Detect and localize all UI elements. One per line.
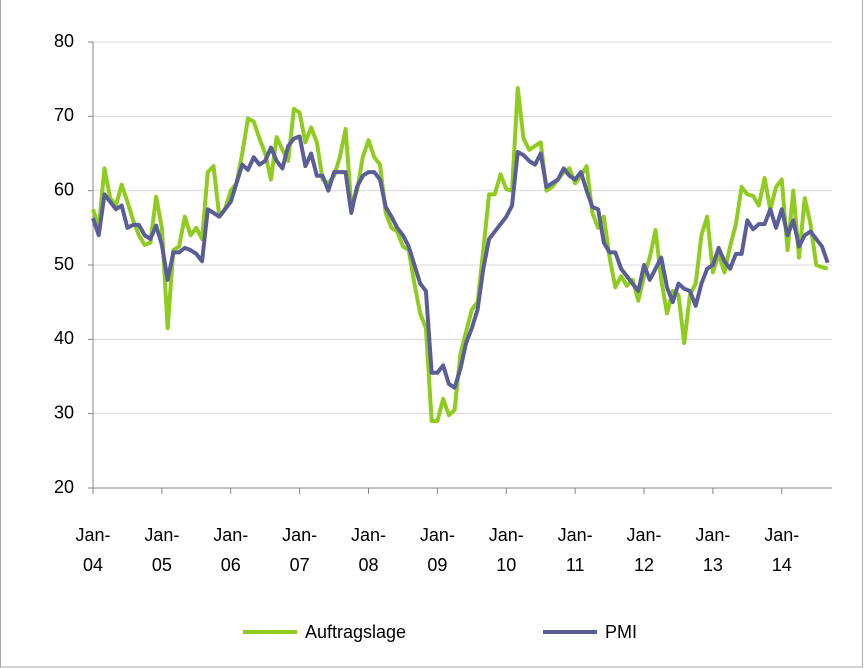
legend-label: PMI xyxy=(605,622,637,642)
legend-label: Auftragslage xyxy=(305,622,406,642)
y-tick-label: 50 xyxy=(54,254,74,274)
y-tick-label: 70 xyxy=(54,105,74,125)
y-tick-label: 30 xyxy=(54,402,74,422)
series-line xyxy=(91,86,829,424)
x-tick-label: Jan-13 xyxy=(695,525,731,575)
x-tick-label: Jan-05 xyxy=(144,525,180,575)
y-tick-label: 40 xyxy=(54,328,74,348)
x-tick-label: Jan-14 xyxy=(764,525,800,575)
x-tick-label: Jan-12 xyxy=(626,525,662,575)
x-tick-label: Jan-06 xyxy=(213,525,249,575)
x-tick-label: Jan-04 xyxy=(75,525,111,575)
y-tick-label: 20 xyxy=(54,477,74,497)
x-tick-label: Jan-10 xyxy=(488,525,524,575)
x-tick-label: Jan-09 xyxy=(419,525,455,575)
y-tick-label: 60 xyxy=(54,179,74,199)
x-tick-label: Jan-08 xyxy=(351,525,387,575)
series-line xyxy=(91,134,830,390)
x-tick-label: Jan-11 xyxy=(557,525,593,575)
x-tick-label: Jan-07 xyxy=(282,525,318,575)
y-tick-label: 80 xyxy=(54,31,74,51)
